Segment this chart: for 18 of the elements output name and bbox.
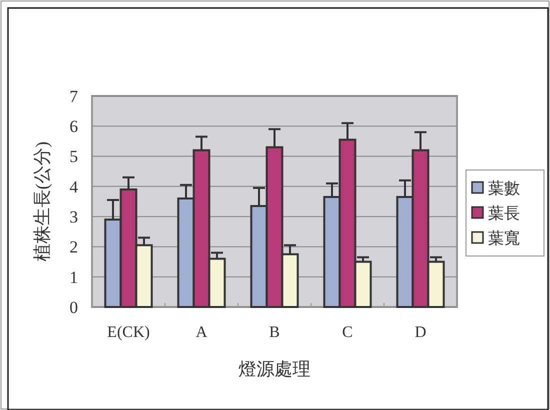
x-tick-label: D (414, 324, 426, 341)
x-tick-label: E(CK) (107, 324, 150, 341)
y-tick-label: 5 (70, 147, 78, 166)
y-tick-label: 0 (70, 298, 78, 317)
y-tick-label: 3 (70, 208, 78, 227)
y-tick-label: 1 (70, 268, 78, 287)
legend-label: 葉數 (488, 180, 520, 198)
x-axis-title: 燈源處理 (238, 359, 310, 379)
x-tick-label: B (269, 324, 280, 341)
y-tick-label: 2 (70, 238, 78, 257)
legend-label: 葉寬 (488, 230, 520, 248)
x-tick-label: C (342, 324, 353, 341)
y-tick-label: 4 (70, 177, 78, 196)
y-tick-label: 7 (70, 86, 78, 106)
legend-label: 葉長 (488, 204, 520, 223)
y-axis-title: 植株生長(公分) (32, 142, 52, 262)
x-tick-label: A (196, 324, 208, 341)
y-tick-label: 6 (70, 117, 78, 136)
